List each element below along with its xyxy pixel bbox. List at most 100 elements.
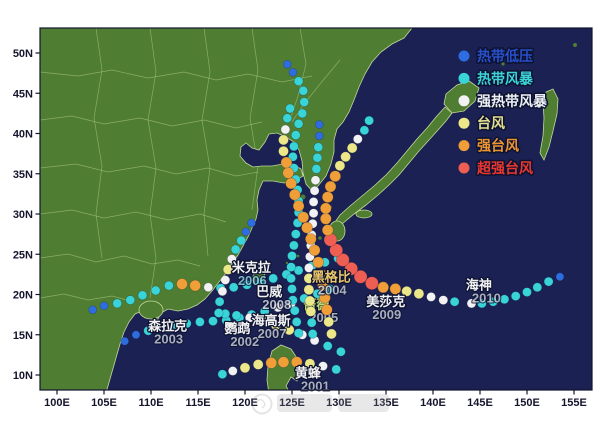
track-point-td bbox=[88, 305, 97, 315]
track-point-ts bbox=[499, 294, 510, 305]
storm-year: 2009 bbox=[372, 307, 401, 322]
x-tick-label: 120E bbox=[232, 397, 258, 409]
legend-item-sts: 强热带风暴 bbox=[458, 91, 549, 110]
shikoku-island bbox=[355, 209, 373, 219]
track-point-sts bbox=[438, 295, 449, 305]
track-point-suty bbox=[335, 253, 350, 267]
track-point-suty bbox=[365, 276, 379, 291]
legend-item-ty: 台风 bbox=[458, 114, 507, 133]
track-point-ts bbox=[313, 142, 324, 152]
track-point-ts bbox=[307, 329, 318, 339]
track-point-ty bbox=[222, 264, 234, 275]
track-point-ts bbox=[231, 310, 242, 321]
track-point-sty bbox=[321, 191, 334, 203]
track-point-sts bbox=[304, 263, 314, 273]
track-point-td bbox=[247, 218, 256, 228]
storm-name: 黄蜂 bbox=[295, 365, 322, 380]
track-point-sts bbox=[228, 366, 238, 376]
track-point-ts bbox=[155, 322, 166, 333]
plot-frame bbox=[39, 27, 593, 391]
track-point-sty bbox=[377, 281, 390, 294]
track-point-sty bbox=[282, 167, 295, 179]
legend-label: 强热带风暴 bbox=[477, 93, 548, 109]
track-jangmi-2005 bbox=[303, 120, 324, 339]
track-point-ts bbox=[290, 229, 301, 239]
track-point-sty bbox=[176, 278, 188, 290]
legend-item-suty: 超强台风 bbox=[458, 159, 535, 178]
track-point-ty bbox=[303, 273, 315, 284]
y-tick-label: 20N bbox=[13, 290, 33, 302]
track-point-ts bbox=[311, 164, 322, 174]
legend-dot-ts bbox=[458, 72, 470, 84]
legend-label: 热带风暴 bbox=[477, 70, 534, 86]
track-point-sty bbox=[290, 356, 303, 368]
track-point-ts bbox=[164, 280, 174, 291]
track-haishen-2010 bbox=[466, 272, 565, 309]
storm-year: 2007 bbox=[258, 326, 287, 341]
legend-label: 强台风 bbox=[477, 138, 519, 154]
legend-item-sty: 强台风 bbox=[458, 136, 521, 155]
y-tick-label: 30N bbox=[13, 209, 33, 221]
track-point-sty bbox=[285, 177, 297, 190]
track-point-ts bbox=[293, 119, 304, 129]
track-point-sts bbox=[318, 361, 328, 371]
track-point-sty bbox=[288, 188, 301, 201]
track-point-td bbox=[314, 131, 324, 141]
storm-year: 2001 bbox=[301, 378, 330, 393]
track-point-sty bbox=[304, 233, 317, 245]
axis-labels: 100E 105E 110E 115E 120E 125E 130E 135E 140E 145E… bbox=[13, 48, 587, 409]
storm-name: 森拉克 bbox=[148, 319, 187, 334]
track-point-td bbox=[282, 60, 292, 69]
track-point-ty bbox=[346, 142, 358, 154]
track-point-ts bbox=[285, 103, 295, 114]
watermark-logo-icon bbox=[251, 393, 273, 415]
track-point-ts bbox=[522, 287, 532, 297]
legend-dot-td bbox=[458, 50, 470, 62]
track-point-suty bbox=[353, 269, 368, 284]
track-vongfong-2001 bbox=[217, 356, 342, 380]
legend-label: 热带低压 bbox=[477, 48, 533, 64]
track-point-ty bbox=[413, 288, 425, 300]
track-point-ty bbox=[270, 319, 282, 331]
storm-name: 海神 bbox=[466, 278, 492, 293]
track-point-td bbox=[241, 227, 251, 236]
track-point-sty bbox=[321, 224, 334, 236]
province-borders bbox=[40, 28, 341, 303]
track-mekkhala-2006 bbox=[213, 218, 256, 318]
track-point-ty bbox=[305, 306, 317, 317]
storm-year: 2002 bbox=[230, 334, 259, 349]
track-point-sty bbox=[320, 303, 333, 316]
watermark-text-block bbox=[277, 394, 332, 412]
track-point-ty bbox=[252, 359, 264, 370]
x-tick-label: 125E bbox=[279, 397, 305, 409]
track-point-sts bbox=[426, 292, 436, 302]
legend-dot-sty bbox=[458, 140, 470, 152]
track-point-ts bbox=[287, 284, 297, 294]
x-tick-label: 130E bbox=[326, 397, 352, 409]
track-point-suty bbox=[329, 243, 344, 257]
y-tick-label: 25N bbox=[13, 249, 33, 261]
track-point-ts bbox=[286, 273, 296, 284]
track-point-ts bbox=[290, 130, 301, 140]
track-point-sts bbox=[227, 254, 237, 264]
track-point-ty bbox=[326, 328, 337, 340]
track-point-ty bbox=[257, 315, 269, 327]
track-point-ts bbox=[336, 346, 346, 357]
track-point-ts bbox=[289, 141, 299, 152]
y-tick-label: 10N bbox=[13, 370, 33, 382]
track-point-sty bbox=[265, 357, 278, 369]
track-point-ts bbox=[217, 369, 228, 380]
storm-name: 米克拉 bbox=[232, 260, 271, 275]
track-point-sty bbox=[319, 213, 332, 225]
track-point-ts bbox=[289, 305, 300, 316]
track-point-ty bbox=[303, 284, 315, 296]
track-point-sty bbox=[389, 283, 402, 295]
legend-dot-suty bbox=[458, 162, 470, 174]
track-point-ts bbox=[288, 295, 298, 305]
track-point-sty bbox=[189, 279, 201, 292]
